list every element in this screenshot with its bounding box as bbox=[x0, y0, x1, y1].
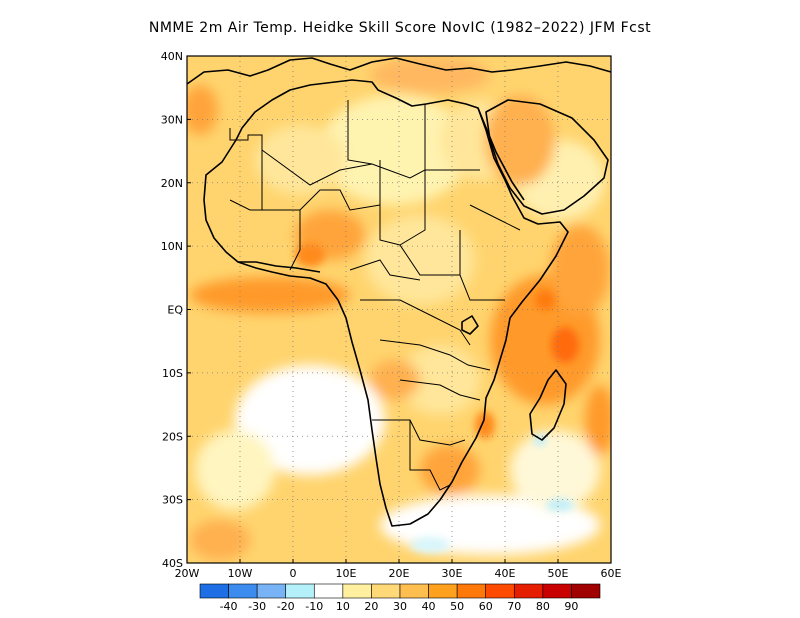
lat-tick-label: 20N bbox=[161, 177, 183, 190]
lat-tick-label: 30S bbox=[162, 494, 183, 507]
colorbar-label: 10 bbox=[336, 600, 350, 613]
colorbar-swatch bbox=[456, 583, 487, 599]
map-gridlines bbox=[187, 56, 611, 563]
lon-tick-label: 20E bbox=[389, 567, 410, 580]
colorbar-swatch bbox=[199, 583, 229, 599]
colorbar-label: -20 bbox=[277, 600, 295, 613]
colorbar-label: -40 bbox=[220, 600, 238, 613]
lon-tick-label: 10W bbox=[228, 567, 253, 580]
lon-tick-label: 30E bbox=[442, 567, 463, 580]
lat-tick-label: 40N bbox=[161, 50, 183, 63]
colorbar-swatch bbox=[313, 583, 344, 599]
colorbar-swatch bbox=[228, 583, 258, 599]
lat-tick-label: 30N bbox=[161, 113, 183, 126]
colorbar-swatch bbox=[571, 583, 601, 599]
colorbar-label: 30 bbox=[393, 600, 407, 613]
lon-tick-label: 40E bbox=[495, 567, 516, 580]
map-title: NMME 2m Air Temp. Heidke Skill Score Nov… bbox=[148, 20, 652, 36]
lon-tick-label: 50E bbox=[548, 567, 569, 580]
colorbar-label: 20 bbox=[364, 600, 378, 613]
colorbar-swatch bbox=[399, 583, 429, 599]
colorbar-swatch bbox=[542, 583, 572, 599]
lat-tick-label: 40S bbox=[162, 557, 183, 570]
lat-tick-label: 20S bbox=[162, 430, 183, 443]
lon-tick-label: 20W bbox=[175, 567, 200, 580]
colorbar-swatch bbox=[285, 583, 315, 599]
colorbar-label: 60 bbox=[479, 600, 493, 613]
colorbar-swatch bbox=[371, 583, 401, 599]
plot-frame bbox=[186, 55, 612, 564]
lon-tick-label: 10E bbox=[336, 567, 357, 580]
colorbar-swatch bbox=[428, 583, 458, 599]
colorbar-swatch bbox=[342, 583, 372, 599]
longitude-labels: 20W 10W 0 10E 20E 30E 40E 50E 60E bbox=[175, 559, 622, 580]
colorbar-label: 80 bbox=[536, 600, 550, 613]
colorbar-swatch bbox=[256, 583, 287, 599]
colorbar-label: 40 bbox=[422, 600, 436, 613]
country-borders bbox=[229, 100, 521, 491]
colorbar-swatch bbox=[513, 583, 544, 599]
colorbar-swatch bbox=[485, 583, 515, 599]
lat-tick-label: 10S bbox=[162, 367, 183, 380]
colorbar-label: -10 bbox=[305, 600, 323, 613]
lon-tick-label: 0 bbox=[290, 567, 297, 580]
colorbar-label: 90 bbox=[564, 600, 578, 613]
lon-tick-label: 60E bbox=[601, 567, 622, 580]
colorbar-label: -30 bbox=[248, 600, 266, 613]
colorbar-label: 70 bbox=[507, 600, 521, 613]
colorbar: -40 -30 -20 -10 10 20 30 40 50 60 70 80 90 bbox=[199, 583, 601, 613]
colorbar-label: 50 bbox=[450, 600, 464, 613]
lat-tick-label: EQ bbox=[167, 304, 183, 317]
coastlines bbox=[186, 57, 612, 527]
lat-tick-label: 10N bbox=[161, 240, 183, 253]
latitude-labels: 40N 30N 20N 10N EQ 10S 20S 30S 40S bbox=[161, 50, 191, 570]
skill-field bbox=[187, 56, 611, 563]
